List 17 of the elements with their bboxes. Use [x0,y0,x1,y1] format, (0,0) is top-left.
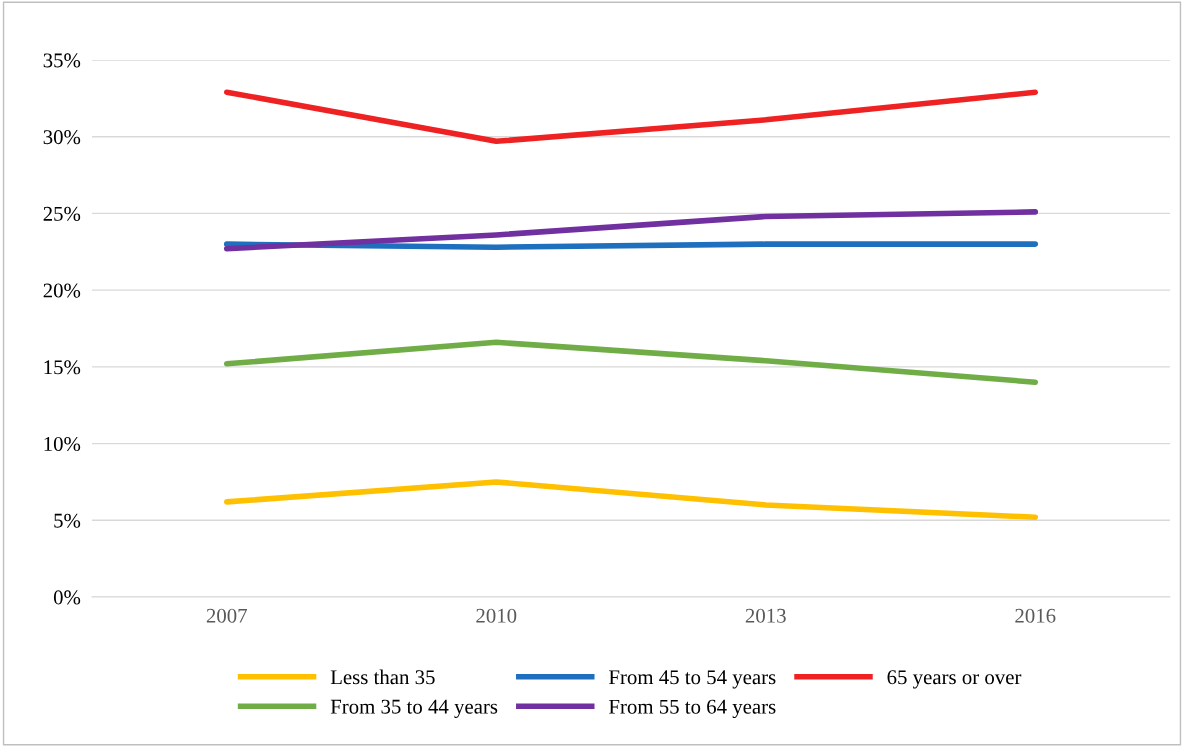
y-tick-label: 35% [43,53,81,68]
y-tick-label: 30% [43,130,81,145]
legend-label: From 55 to 64 years [609,699,776,719]
legend-label: From 45 to 54 years [609,670,776,689]
y-tick-label: 20% [43,283,81,298]
y-tick-label: 0% [53,590,81,605]
y-tick-label: 15% [44,360,81,375]
legend-label: From 35 to 44 years [330,699,498,718]
x-tick-label: 2007 [206,608,247,623]
legend-label: 65 years or over [887,670,1022,689]
x-tick-label: 2016 [1015,608,1056,623]
x-tick-label: 2013 [745,608,786,623]
y-tick-label: 5% [54,513,81,528]
legend-label: Less than 35 [330,669,435,685]
y-tick-label: 25% [43,206,81,221]
x-tick-label: 2010 [476,608,517,623]
y-tick-label: 10% [44,436,81,452]
